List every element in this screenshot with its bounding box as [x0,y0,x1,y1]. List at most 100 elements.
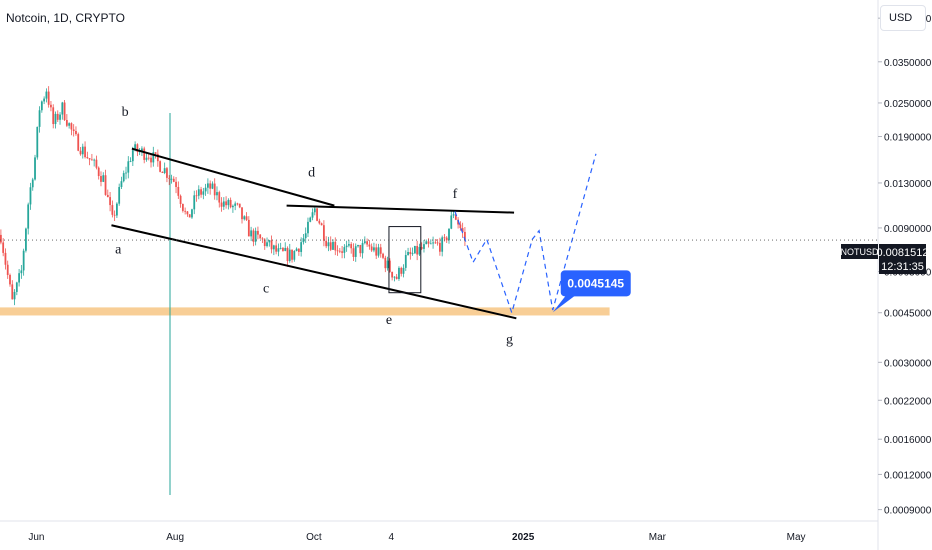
candle-body [131,150,134,162]
candle-body [34,157,36,180]
candle-body [313,208,316,213]
candle-body [357,244,359,247]
candle-body [464,231,466,240]
candle-body [222,201,225,207]
candle-body [100,176,102,182]
candle-body [38,110,41,127]
candle-body [263,239,266,247]
candle-body [309,217,312,222]
projection-path[interactable] [454,153,597,315]
candle-body [95,159,98,168]
candle-body [300,242,303,252]
candle-body [402,267,405,274]
candle-body [316,208,318,221]
trendline[interactable] [131,147,335,207]
wave-label[interactable]: g [506,332,513,347]
currency-button[interactable]: USD [880,5,926,31]
candle-body [79,150,82,155]
candle-body [252,230,255,242]
candle-body [352,248,355,257]
candle-body [359,244,362,254]
wave-label[interactable]: b [122,105,129,120]
candle-body [332,241,334,250]
candle-body [213,183,216,196]
candle-body [277,248,280,252]
wave-label[interactable]: d [308,166,315,181]
price-tick-label: 0.0090000 [884,224,932,235]
candle-body [113,214,116,216]
candle-body [88,158,91,160]
candle-body [434,242,437,244]
candle-body [170,178,173,180]
candle-body [122,173,125,182]
candle-body [25,228,27,251]
candle-body [311,212,314,218]
candle-body [439,242,441,252]
candle-body [56,113,59,120]
wave-label[interactable]: e [386,313,392,328]
candle-body [77,134,80,151]
candle-body [391,271,394,278]
candle-body [382,253,384,258]
candle-body [288,249,291,262]
candle-body [429,243,432,245]
candle-body [413,245,416,254]
wave-label[interactable]: c [263,282,269,297]
candle-body [186,211,189,215]
candle-body [304,233,307,239]
candle-body [284,247,287,251]
candle-body [197,189,200,196]
target-price-label[interactable]: 0.0045145 [552,270,631,313]
candle-body [163,168,166,173]
candle-body [320,223,323,226]
candle-body [238,203,241,208]
candle-body [191,209,193,218]
candle-body [72,129,75,132]
candle-body [18,273,20,283]
candle-body [111,205,114,215]
price-tick-label: 0.0016000 [884,435,932,446]
candle-body [40,101,43,111]
target-box [560,270,631,297]
candle-body [43,98,46,102]
candle-body [129,161,132,162]
candle-body [161,171,164,173]
price-tick-label: 0.0045000 [884,309,932,320]
candle-body [31,179,34,188]
candle-body [181,203,184,211]
candle-body [334,241,337,251]
candle-body [159,161,162,172]
candle-body [373,247,375,251]
trendline[interactable] [286,204,515,214]
current-price-tag[interactable]: NOTUSD 0.0081512 12:31:35 [841,244,929,274]
candle-body [184,210,187,212]
time-tick-label: Oct [306,532,322,543]
target-price-text: 0.0045145 [567,276,624,290]
symbol-title[interactable]: Notcoin, 1D, CRYPTO [6,11,125,25]
price-tick-label: 0.0009000 [884,506,932,517]
candle-body [236,203,239,205]
candle-body [145,157,148,160]
candle-body [295,248,298,251]
wave-label[interactable]: f [453,187,458,202]
trendline[interactable] [111,224,517,320]
candle-body [2,242,5,253]
candle-body [177,186,180,196]
support-zone [0,307,610,316]
candle-body [407,251,409,256]
candle-body [420,246,423,249]
candle-body [375,247,378,256]
price-tick-label: 0.0030000 [884,358,932,369]
candle-body [341,251,343,253]
candle-body [120,181,123,187]
candle-body [65,120,68,126]
candle-body [168,177,171,179]
range-box[interactable] [388,226,422,294]
candle-body [322,225,325,241]
candle-body [293,250,296,260]
time-axis[interactable]: Jun Aug Oct 4 2025 Mar May [28,532,805,543]
wave-label[interactable]: a [115,243,122,258]
candle-body [343,247,346,253]
candle-body [195,195,198,197]
